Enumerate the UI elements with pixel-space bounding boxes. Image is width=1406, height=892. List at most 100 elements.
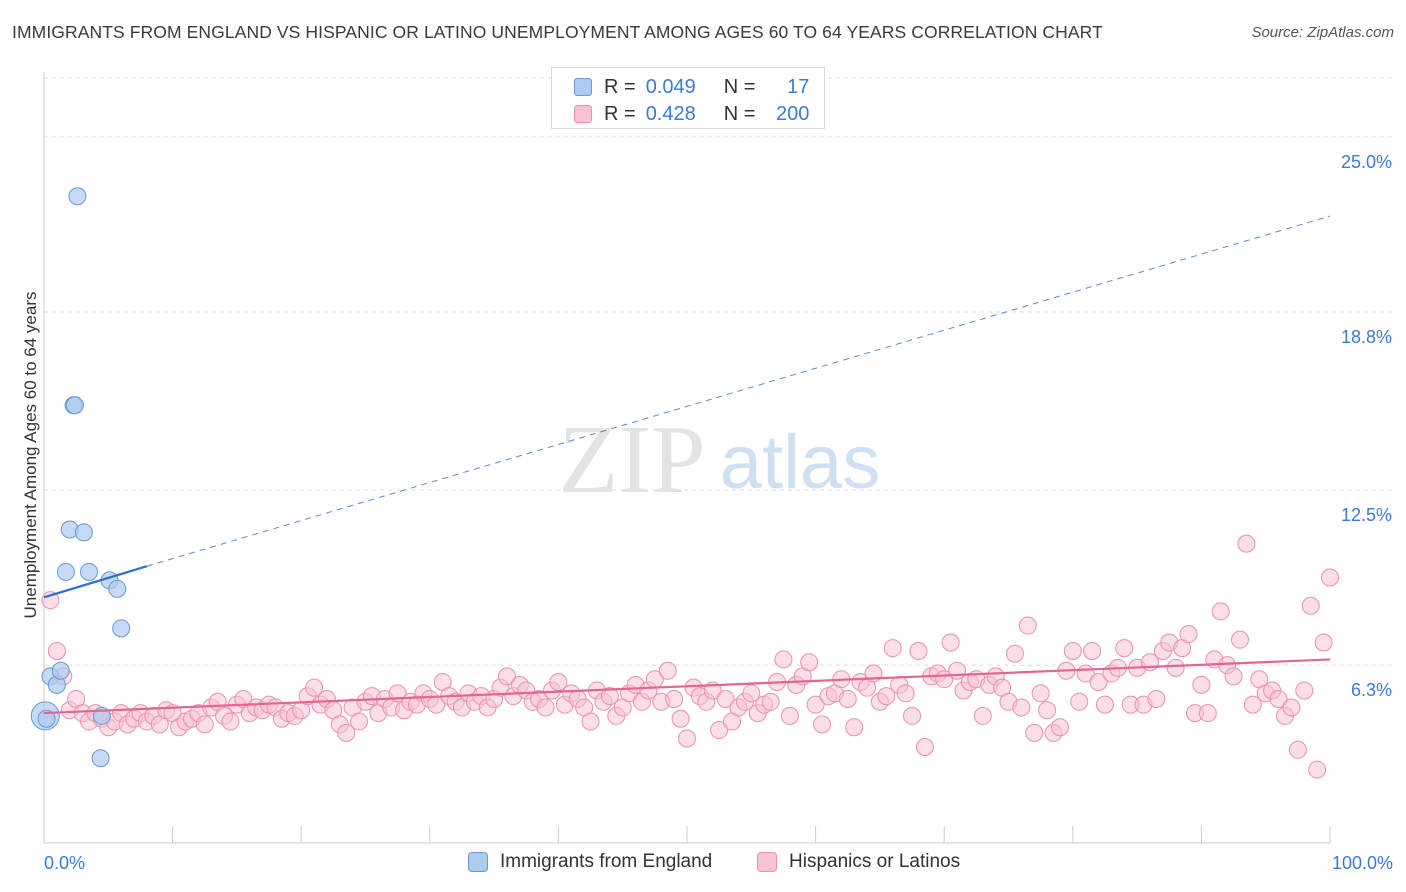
x-tick-label: 0.0% (44, 853, 85, 873)
legend-swatch-blue (574, 78, 592, 96)
data-point-hispanics (1288, 740, 1307, 759)
stats-legend: R = 0.049 N = 17 R = 0.428 N = 200 (551, 67, 825, 129)
hispanics-points (41, 534, 1339, 779)
data-point-england (80, 562, 99, 581)
y-tick-label: 6.3% (1351, 680, 1392, 700)
legend-swatch-blue (468, 852, 488, 872)
data-point-hispanics (1211, 602, 1230, 621)
data-point-hispanics (1063, 641, 1082, 660)
data-point-hispanics (665, 689, 684, 708)
tick-labels: 6.3% 12.5% 18.8% 25.0% 0.0% 100.0% (44, 152, 1393, 873)
legend-n-value: 17 (787, 75, 810, 98)
data-point-hispanics (896, 684, 915, 703)
data-point-hispanics (1192, 675, 1211, 694)
data-point-hispanics (909, 641, 928, 660)
legend-row-hispanics: R = 0.428 N = 200 (574, 101, 809, 127)
data-point-hispanics (47, 641, 66, 660)
watermark-zip: ZIP (559, 406, 706, 514)
legend-n-value: 200 (776, 102, 810, 125)
data-point-hispanics (1031, 684, 1050, 703)
legend-item-hispanics[interactable]: Hispanics or Latinos (757, 851, 960, 873)
trend-line-england-extension (146, 215, 1331, 567)
data-point-hispanics (973, 706, 992, 725)
data-point-hispanics (581, 712, 600, 731)
legend-row-england: R = 0.049 N = 17 (574, 74, 809, 100)
watermark: ZIP atlas (559, 406, 881, 514)
data-point-hispanics (1243, 695, 1262, 714)
data-point-hispanics (774, 650, 793, 669)
legend-r-label: R = (604, 75, 636, 98)
legend-n-label: N = (723, 75, 756, 98)
data-point-hispanics (1147, 689, 1166, 708)
trend-lines (43, 215, 1331, 715)
data-point-hispanics (1179, 625, 1198, 644)
data-point-hispanics (497, 667, 516, 686)
data-point-england (51, 661, 70, 680)
data-point-hispanics (716, 689, 735, 708)
data-point-hispanics (221, 712, 240, 731)
data-point-hispanics (800, 653, 819, 672)
y-axis-label: Unemployment Among Ages 60 to 64 years (21, 292, 40, 619)
data-point-hispanics (903, 706, 922, 725)
data-point-hispanics (780, 706, 799, 725)
data-point-hispanics (1314, 633, 1333, 652)
data-point-hispanics (671, 709, 690, 728)
data-point-hispanics (658, 661, 677, 680)
chart-title: IMMIGRANTS FROM ENGLAND VS HISPANIC OR L… (12, 22, 1103, 42)
data-point-hispanics (1282, 698, 1301, 717)
trend-line-hispanics (43, 658, 1331, 715)
data-point-england (91, 749, 110, 768)
legend-n-label: N = (723, 102, 756, 125)
data-point-hispanics (1224, 667, 1243, 686)
legend-r-value: 0.049 (645, 75, 696, 98)
data-point-hispanics (1237, 534, 1256, 553)
legend-label-england: Immigrants from England (500, 851, 713, 872)
data-point-hispanics (600, 687, 619, 706)
legend-item-england[interactable]: Immigrants from England (468, 851, 712, 873)
legend-swatch-pink (574, 105, 592, 123)
data-point-hispanics (742, 684, 761, 703)
y-tick-label: 18.8% (1341, 327, 1392, 347)
data-point-england (112, 619, 131, 638)
data-point-england (74, 523, 93, 542)
data-point-hispanics (1018, 616, 1037, 635)
data-point-hispanics (1301, 596, 1320, 615)
data-point-hispanics (195, 715, 214, 734)
data-point-hispanics (915, 737, 934, 756)
data-point-england (37, 709, 56, 728)
x-tick-label: 100.0% (1332, 853, 1393, 873)
y-tick-label: 25.0% (1341, 152, 1392, 172)
data-point-hispanics (549, 673, 568, 692)
data-point-hispanics (350, 712, 369, 731)
data-point-hispanics (806, 695, 825, 714)
source-label[interactable]: Source: ZipAtlas.com (1251, 24, 1394, 41)
data-point-hispanics (1198, 704, 1217, 723)
data-point-hispanics (1308, 760, 1327, 779)
data-point-england (68, 187, 87, 206)
data-point-hispanics (1269, 689, 1288, 708)
data-point-england (108, 579, 127, 598)
data-point-hispanics (1070, 692, 1089, 711)
data-point-hispanics (710, 721, 729, 740)
legend-swatch-pink (757, 852, 777, 872)
data-point-hispanics (678, 729, 696, 748)
data-point-hispanics (883, 639, 902, 658)
data-point-england (65, 396, 84, 415)
data-point-hispanics (305, 678, 324, 697)
data-point-hispanics (1038, 701, 1057, 720)
gridlines (44, 77, 1392, 666)
legend-label-hispanics: Hispanics or Latinos (789, 851, 961, 872)
data-point-hispanics (1321, 568, 1339, 587)
data-point-hispanics (1050, 718, 1069, 737)
data-point-hispanics (1089, 673, 1108, 692)
data-point-england (56, 562, 75, 581)
data-point-hispanics (1083, 641, 1102, 660)
data-point-hispanics (1095, 695, 1114, 714)
data-point-hispanics (761, 692, 780, 711)
data-point-hispanics (845, 718, 864, 737)
data-point-hispanics (1012, 698, 1031, 717)
data-point-hispanics (838, 689, 857, 708)
england-points (30, 187, 131, 768)
data-point-hispanics (1005, 644, 1024, 663)
